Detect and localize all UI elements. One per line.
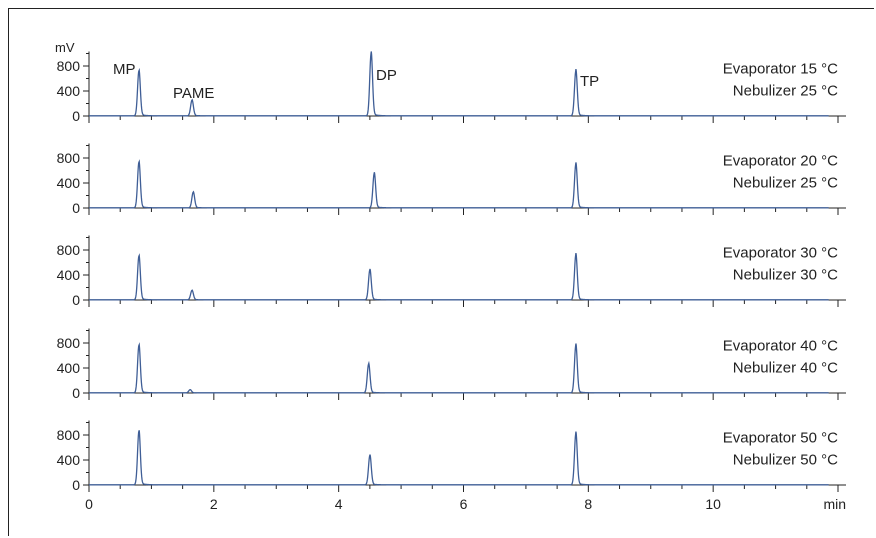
y-tick-label: 400: [57, 360, 81, 376]
y-unit-label: mV: [55, 40, 75, 55]
y-tick-label: 0: [72, 477, 80, 493]
peak-label: MP: [113, 61, 136, 78]
evaporator-label: Evaporator 50 °C: [723, 430, 838, 447]
evaporator-label: Evaporator 15 °C: [723, 61, 838, 78]
y-tick-label: 0: [72, 292, 80, 308]
x-tick-label: 0: [85, 496, 93, 512]
x-tick-label: 8: [584, 496, 592, 512]
y-tick-label: 0: [72, 200, 80, 216]
y-tick-label: 400: [57, 175, 81, 191]
chromatogram-trace: [89, 159, 829, 209]
chromatogram-trace: [89, 342, 829, 394]
x-tick-label: 10: [705, 496, 721, 512]
chromatogram-trace: [89, 253, 829, 301]
evaporator-label: Evaporator 20 °C: [723, 153, 838, 170]
x-unit-label: min: [823, 496, 846, 512]
y-tick-label: 400: [57, 452, 81, 468]
x-tick-label: 4: [335, 496, 343, 512]
y-tick-label: 0: [72, 385, 80, 401]
y-tick-label: 0: [72, 108, 80, 124]
y-tick-label: 800: [57, 335, 81, 351]
nebulizer-label: Nebulizer 25 °C: [733, 175, 838, 192]
y-tick-label: 400: [57, 83, 81, 99]
evaporator-label: Evaporator 40 °C: [723, 338, 838, 355]
chromatogram-trace: [89, 430, 829, 486]
peak-label: PAME: [173, 85, 214, 102]
y-tick-label: 800: [57, 150, 81, 166]
evaporator-label: Evaporator 30 °C: [723, 245, 838, 262]
peak-label: DP: [376, 67, 397, 84]
nebulizer-label: Nebulizer 30 °C: [733, 267, 838, 284]
nebulizer-label: Nebulizer 50 °C: [733, 452, 838, 469]
y-tick-label: 800: [57, 427, 81, 443]
y-tick-label: 400: [57, 267, 81, 283]
peak-label: TP: [580, 73, 599, 90]
nebulizer-label: Nebulizer 25 °C: [733, 83, 838, 100]
x-tick-label: 6: [460, 496, 468, 512]
y-tick-label: 800: [57, 58, 81, 74]
x-tick-label: 2: [210, 496, 218, 512]
figure-frame: [8, 8, 874, 536]
nebulizer-label: Nebulizer 40 °C: [733, 360, 838, 377]
chromatogram-trace: [89, 51, 829, 117]
y-tick-label: 800: [57, 242, 81, 258]
